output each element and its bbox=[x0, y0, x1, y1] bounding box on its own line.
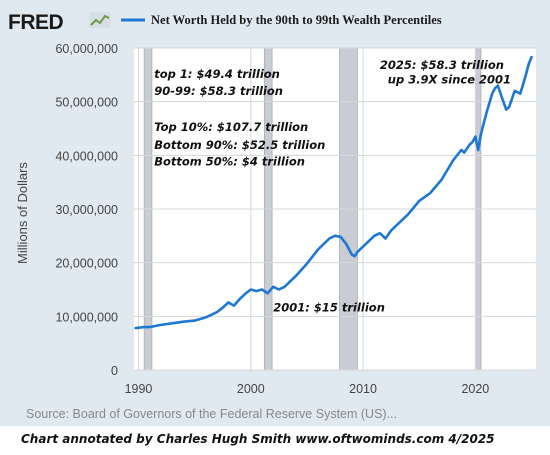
credit-line: Chart annotated by Charles Hugh Smith ww… bbox=[21, 432, 495, 446]
y-tick-label: 30,000,000 bbox=[55, 203, 118, 217]
series-line bbox=[134, 55, 533, 330]
fred-logo[interactable]: FRED bbox=[8, 11, 64, 34]
x-tick-label: 1990 bbox=[125, 382, 153, 396]
credit-band bbox=[0, 426, 550, 455]
y-tick-label: 10,000,000 bbox=[55, 310, 118, 324]
gridlines bbox=[134, 47, 536, 371]
x-tick-labels: 1990 2000 2010 2020 bbox=[125, 382, 490, 396]
annotation-text: 90-99: $58.3 trillion bbox=[154, 84, 283, 98]
x-tick-label: 2020 bbox=[461, 382, 489, 396]
fred-chart-icon bbox=[89, 12, 111, 28]
annotation-text: Top 10%: $107.7 trillion bbox=[154, 120, 308, 134]
chart-title: Net Worth Held by the 90th to 99th Wealt… bbox=[151, 13, 442, 27]
y-tick-label: 60,000,000 bbox=[55, 42, 118, 56]
y-tick-label: 20,000,000 bbox=[55, 257, 118, 271]
y-tick-label: 50,000,000 bbox=[55, 96, 118, 110]
annotation-text: top 1: $49.4 trillion bbox=[154, 67, 280, 81]
annotation-text: up 3.9X since 2001 bbox=[388, 72, 511, 86]
annotations: top 1: $49.4 trillion 90-99: $58.3 trilli… bbox=[154, 58, 511, 315]
x-tick-label: 2010 bbox=[349, 382, 377, 396]
y-tick-label: 0 bbox=[111, 364, 118, 378]
annotation-text: 2001: $15 trillion bbox=[273, 301, 385, 315]
source-note[interactable]: Source: Board of Governors of the Federa… bbox=[26, 407, 397, 421]
y-tick-labels: 0 10,000,000 20,000,000 30,000,000 40,000,00… bbox=[55, 42, 118, 378]
y-tick-label: 40,000,000 bbox=[55, 149, 118, 163]
annotation-text: Bottom 50%: $4 trillion bbox=[154, 155, 305, 169]
annotation-text: 2025: $58.3 trillion bbox=[380, 58, 504, 72]
y-axis-label: Millions of Dollars bbox=[15, 162, 30, 264]
x-tick-label: 2000 bbox=[237, 382, 265, 396]
annotation-text: Bottom 90%: $52.5 trillion bbox=[154, 138, 325, 152]
